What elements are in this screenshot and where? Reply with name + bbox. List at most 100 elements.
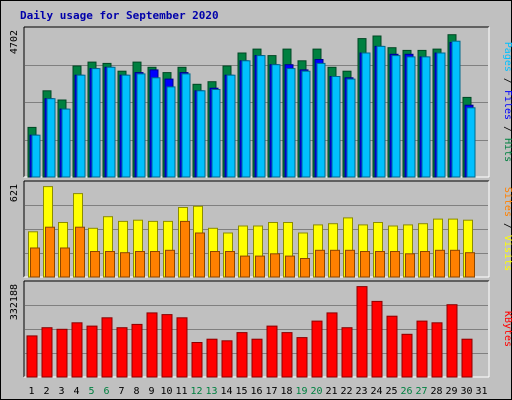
hits-bar-pages (196, 90, 206, 178)
legend-part: Hits (502, 138, 512, 162)
hits-bar-pages (421, 56, 431, 178)
legend-part: / (502, 217, 512, 235)
x-tick-label: 19 (295, 386, 307, 397)
x-tick-label: 7 (118, 386, 124, 397)
hits-bar-pages (31, 134, 41, 178)
hits-bar-pages (316, 62, 326, 178)
hits-bar-pages (121, 74, 131, 178)
hits-bar-pages (346, 78, 356, 178)
visits-bar-sites (225, 251, 235, 278)
hits-bar-pages (61, 108, 71, 178)
x-tick-label: 12 (190, 386, 202, 397)
visits-bar-sites (240, 255, 250, 278)
kbytes-bar-kbytes (116, 327, 128, 378)
visits-legend-label: Sites / Visits (502, 187, 512, 271)
panel-visits: 621 Sites / Visits (9, 180, 512, 278)
hits-bar-pages (256, 55, 266, 178)
x-tick-label: 2 (43, 386, 49, 397)
legend-part: / (502, 72, 512, 90)
x-tick-label: 17 (265, 386, 277, 397)
kbytes-bar-kbytes (26, 335, 38, 378)
hits-bar-pages (271, 64, 281, 178)
visits-bar-sites (75, 226, 85, 278)
visits-bar-sites (30, 247, 40, 278)
legend-part: Sites (502, 187, 512, 217)
kbytes-bar-kbytes (101, 317, 113, 378)
kbytes-bar-kbytes (161, 314, 173, 378)
kbytes-bar-kbytes (416, 320, 428, 378)
kbytes-bar-kbytes (41, 327, 53, 378)
visits-bar-sites (45, 226, 55, 278)
visits-bar-sites (90, 251, 100, 278)
hits-bar-pages (436, 52, 446, 178)
x-tick-label: 20 (310, 386, 322, 397)
kbytes-bar-kbytes (386, 315, 398, 378)
hits-bar-pages (106, 66, 116, 178)
visits-bar-sites (120, 252, 130, 278)
visits-bar-sites (270, 253, 280, 278)
kbytes-legend-label: KBytes (502, 311, 512, 347)
kbytes-bar-kbytes (251, 338, 263, 378)
x-tick-label: 18 (280, 386, 292, 397)
visits-bar-sites (465, 252, 475, 278)
x-tick-label: 25 (385, 386, 397, 397)
x-tick-label: 16 (250, 386, 262, 397)
x-tick-label: 24 (370, 386, 382, 397)
kbytes-bar-kbytes (326, 312, 338, 378)
visits-series-sites (30, 220, 475, 278)
hits-bar-pages (376, 45, 386, 178)
hits-bar-pages (391, 55, 401, 178)
kbytes-bar-kbytes (146, 312, 158, 378)
x-tick-label: 27 (415, 386, 427, 397)
x-tick-label: 28 (430, 386, 442, 397)
panel-kbytes: 332188 KBytes (9, 280, 512, 378)
panel-hits: 4702 Pages / Files / Hits (9, 26, 512, 178)
kbytes-bar-kbytes (296, 337, 308, 378)
legend-part: Pages (502, 42, 512, 72)
kbytes-bar-kbytes (446, 304, 458, 378)
x-tick-label: 1 (28, 386, 34, 397)
visits-bar-sites (435, 249, 445, 278)
hits-bar-pages (331, 76, 341, 178)
visits-bar-sites (180, 220, 190, 278)
visits-bar-sites (300, 258, 310, 278)
visits-bar-sites (60, 247, 70, 278)
visits-bar-sites (375, 251, 385, 278)
visits-bar-sites (135, 251, 145, 278)
hits-legend-label: Pages / Files / Hits (502, 42, 512, 162)
visits-bar-sites (420, 251, 430, 278)
kbytes-bar-kbytes (461, 338, 473, 378)
hits-bar-pages (466, 107, 476, 178)
visits-bar-sites (450, 249, 460, 278)
kbytes-bar-kbytes (401, 333, 413, 378)
visits-ymax-label: 621 (9, 184, 20, 202)
hits-bar-pages (151, 77, 161, 178)
visits-bar-sites (255, 255, 265, 278)
kbytes-bar-kbytes (176, 317, 188, 378)
hits-bar-pages (286, 68, 296, 178)
x-tick-label: 15 (235, 386, 247, 397)
x-tick-label: 6 (103, 386, 109, 397)
visits-bar-sites (210, 251, 220, 278)
visits-bar-sites (285, 255, 295, 278)
x-tick-label: 14 (220, 386, 232, 397)
hits-bar-pages (91, 68, 101, 178)
hits-bar-pages (451, 40, 461, 178)
kbytes-bar-kbytes (431, 322, 443, 378)
x-tick-label: 4 (73, 386, 79, 397)
kbytes-bar-kbytes (266, 325, 278, 378)
x-tick-label: 11 (175, 386, 187, 397)
hits-bar-pages (301, 70, 311, 178)
hits-bar-pages (241, 60, 251, 178)
legend-part: / (502, 120, 512, 138)
kbytes-bar-kbytes (311, 320, 323, 378)
x-tick-label: 13 (205, 386, 217, 397)
x-tick-label: 21 (325, 386, 337, 397)
kbytes-bar-kbytes (281, 332, 293, 378)
kbytes-bar-kbytes (191, 342, 203, 378)
hits-bar-pages (181, 73, 191, 178)
hits-bar-pages (166, 86, 176, 178)
kbytes-bar-kbytes (86, 325, 98, 378)
visits-bar-sites (165, 249, 175, 278)
